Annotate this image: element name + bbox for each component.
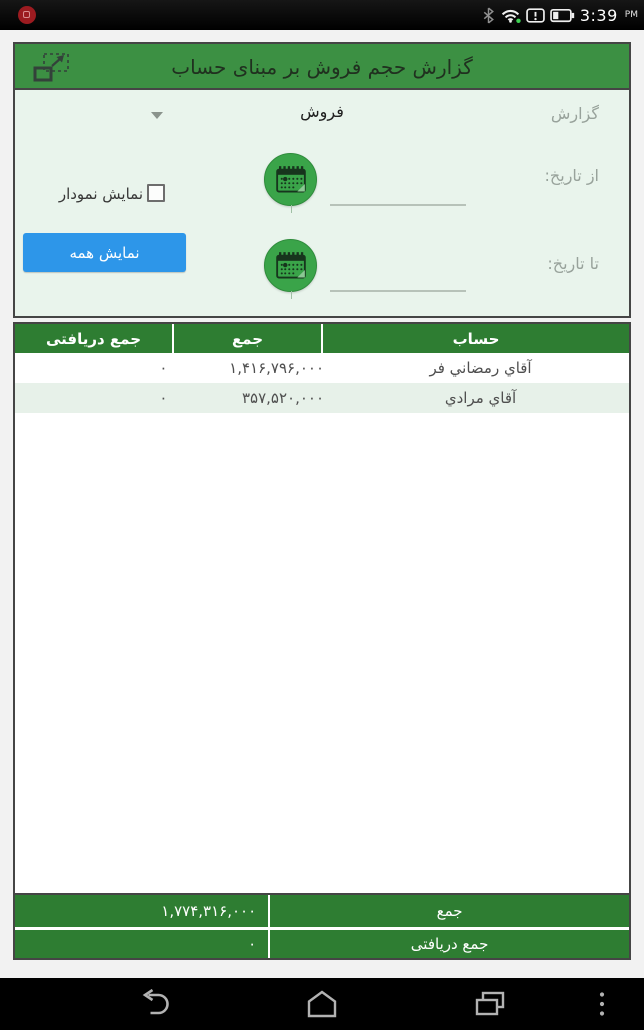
show-all-button[interactable]: نمایش همه: [23, 233, 186, 272]
cell-account: آقاي رمضاني فر: [429, 359, 532, 377]
to-date-input[interactable]: [330, 268, 466, 292]
recents-icon: [475, 991, 505, 1016]
column-header-total: جمع: [174, 324, 321, 353]
report-card: گزارش حجم فروش بر مبنای حساب گزارش فروش …: [13, 42, 631, 318]
clock-time: 3:39: [579, 5, 618, 25]
home-button[interactable]: [305, 989, 339, 1023]
footer-total-label: جمع: [270, 895, 629, 927]
report-label: گزارش: [550, 104, 599, 123]
report-table: حساب جمع جمع دریافتی آقاي رمضاني فر ۱,۴۱…: [13, 322, 631, 960]
overflow-menu-icon: [599, 992, 605, 1016]
table-row[interactable]: آقاي مرادي ۳۵۷,۵۲۰,۰۰۰ ۰: [15, 383, 629, 413]
page-title: گزارش حجم فروش بر مبنای حساب: [171, 55, 473, 79]
back-button[interactable]: [137, 988, 174, 1023]
column-header-account: حساب: [323, 324, 629, 353]
wifi-icon: [501, 9, 521, 23]
home-icon: [307, 990, 337, 1018]
chevron-down-icon[interactable]: [151, 112, 163, 119]
table-row[interactable]: آقاي رمضاني فر ۱,۴۱۶,۷۹۶,۰۰۰ ۰: [15, 353, 629, 383]
show-chart-checkbox[interactable]: [147, 184, 165, 202]
footer-received-row: جمع دریافتی ۰: [15, 930, 629, 958]
overflow-menu-button[interactable]: [598, 991, 606, 1021]
notification-icon: [18, 6, 36, 24]
cell-received: ۰: [159, 359, 168, 377]
back-icon: [142, 988, 169, 1015]
to-date-calendar-button[interactable]: [264, 239, 317, 299]
clock-period: PM: [624, 10, 638, 20]
calendar-icon: [275, 165, 306, 192]
battery-icon: [550, 8, 575, 22]
cell-total: ۳۵۷,۵۲۰,۰۰۰: [241, 389, 325, 407]
footer-received-value: ۰: [15, 930, 269, 958]
status-icons: 3:39 PM: [482, 0, 638, 30]
filter-form: گزارش فروش از تاریخ:: [15, 90, 629, 316]
table-empty-area: [15, 413, 629, 893]
table-footer: جمع ۱,۷۷۴,۳۱۶,۰۰۰ جمع دریافتی ۰: [15, 893, 629, 958]
footer-total-value: ۱,۷۷۴,۳۱۶,۰۰۰: [15, 895, 269, 927]
from-date-calendar-button[interactable]: [264, 153, 317, 213]
status-bar: 3:39 PM: [0, 0, 644, 30]
table-header-row: حساب جمع جمع دریافتی: [15, 324, 629, 353]
cell-received: ۰: [159, 389, 168, 407]
from-date-input[interactable]: [330, 182, 466, 206]
recents-button[interactable]: [473, 989, 507, 1023]
to-date-label: تا تاریخ:: [547, 254, 599, 273]
cell-total: ۱,۴۱۶,۷۹۶,۰۰۰: [229, 359, 325, 377]
show-chart-label: نمایش نمودار: [58, 185, 143, 203]
report-spinner-value[interactable]: فروش: [300, 102, 344, 121]
battery-alert-icon: [526, 7, 545, 23]
bluetooth-icon: [483, 6, 494, 24]
cell-account: آقاي مرادي: [444, 389, 517, 407]
calendar-icon: [275, 251, 306, 278]
column-header-received: جمع دریافتی: [15, 324, 172, 353]
footer-total-row: جمع ۱,۷۷۴,۳۱۶,۰۰۰: [15, 895, 629, 927]
app-header: گزارش حجم فروش بر مبنای حساب: [15, 44, 629, 90]
resize-icon[interactable]: [31, 51, 73, 85]
from-date-label: از تاریخ:: [544, 166, 599, 185]
footer-received-label: جمع دریافتی: [270, 930, 629, 958]
android-nav-bar: [0, 978, 644, 1030]
